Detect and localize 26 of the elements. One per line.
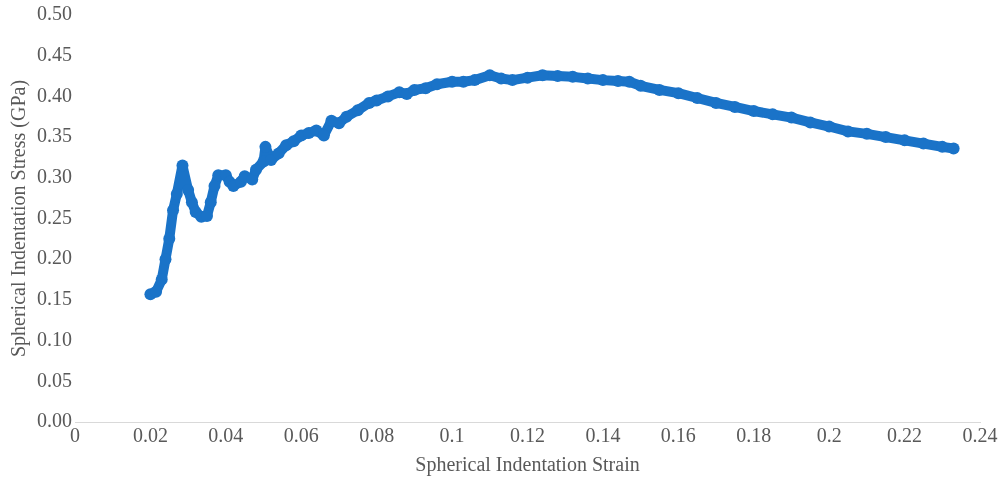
y-tick-label: 0.50 [37, 2, 72, 25]
x-tick-label: 0.22 [887, 424, 923, 447]
x-tick-label: 0.08 [359, 424, 395, 447]
y-tick-label: 0.25 [37, 205, 72, 228]
x-tick-label: 0 [70, 424, 80, 447]
y-tick-label: 0.35 [37, 124, 72, 147]
y-tick-label: 0.40 [37, 83, 72, 106]
y-tick-label: 0.15 [37, 287, 72, 310]
x-tick-label: 0.18 [736, 424, 772, 447]
x-tick-label: 0.16 [660, 424, 696, 447]
y-tick-label: 0.30 [37, 165, 72, 188]
x-tick-label: 0.1 [439, 424, 465, 447]
y-tick-label: 0.20 [37, 246, 72, 269]
x-tick-label: 0.02 [132, 424, 168, 447]
x-tick-label: 0.12 [510, 424, 545, 447]
y-tick-label: 0.05 [37, 368, 72, 391]
y-tick-label: 0.00 [37, 409, 72, 432]
y-tick-label: 0.10 [37, 327, 72, 350]
x-tick-label: 0.04 [208, 424, 244, 447]
y-axis-title: Spherical Indentation Stress (GPa) [7, 79, 31, 358]
x-tick-label: 0.14 [585, 424, 621, 447]
x-axis-title: Spherical Indentation Strain [415, 453, 640, 477]
x-tick-label: 0.2 [816, 424, 842, 447]
x-tick-label: 0.24 [962, 424, 998, 447]
x-tick-label: 0.06 [283, 424, 319, 447]
y-tick-label: 0.45 [37, 42, 72, 65]
